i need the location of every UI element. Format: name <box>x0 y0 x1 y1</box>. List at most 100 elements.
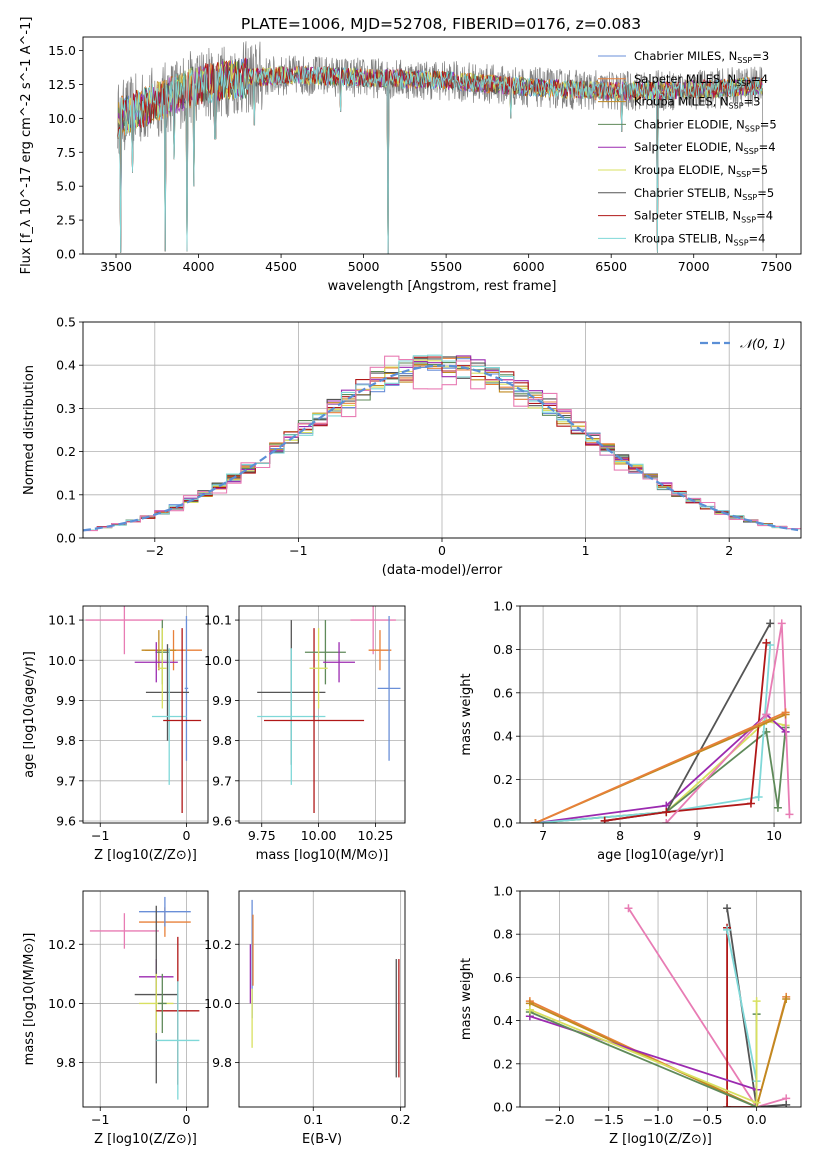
axes-frame <box>519 890 802 1108</box>
y-tick-label: 0.0 <box>493 1100 513 1115</box>
y-tick-label: 9.7 <box>212 773 232 788</box>
x-tick-label: −2 <box>146 543 164 558</box>
residual-histogram <box>83 356 801 531</box>
plot-area <box>531 619 794 823</box>
panel-weight_vs_Z: −2.0 −1.5 −1.0 −0.5 0.0 0.0 0.2 0.4 0.6 0.8 1.0 Z [… <box>459 884 802 1147</box>
x-tick-label: 7000 <box>678 259 710 274</box>
y-tick-label: 10.2 <box>48 937 76 952</box>
plot-area <box>249 899 400 1078</box>
x-tick-label: 4500 <box>265 259 297 274</box>
errorbar-point <box>158 973 167 1034</box>
y-tick-label: 0.2 <box>56 444 76 459</box>
weight-series-line <box>529 1011 758 1107</box>
errorbar-point <box>158 628 167 709</box>
legend-label: Salpeter MILES, NSSP=4 <box>634 72 768 88</box>
y-axis-label: mass [log10(M/M⊙)] <box>22 933 37 1066</box>
errorbar-point <box>139 896 191 927</box>
axes-frame <box>238 890 406 1108</box>
model-spectrum-line <box>117 66 763 254</box>
legend-label: Salpeter STELIB, NSSP=4 <box>634 209 773 225</box>
plot-area <box>117 41 764 254</box>
legend-label: 𝒩(0, 1) <box>740 336 786 351</box>
y-tick-label: 9.9 <box>56 693 76 708</box>
weight-marker <box>752 1098 761 1107</box>
y-tick-label: 9.8 <box>212 733 232 748</box>
panel-age_vs_mass: 9.75 10.00 10.25 9.6 9.7 9.8 9.9 10.0 10.1 mass [… <box>204 605 406 863</box>
x-axis-label: mass [log10(M/M⊙)] <box>256 848 389 863</box>
x-tick-label: 4000 <box>183 259 215 274</box>
weight-series-line <box>665 623 791 823</box>
y-tick-label: 10.0 <box>204 653 232 668</box>
legend-label: Chabrier ELODIE, NSSP=5 <box>634 117 777 133</box>
weight-series-line <box>726 927 757 1107</box>
axes-frame <box>82 605 209 824</box>
errorbar-point <box>184 616 189 761</box>
y-axis-label: age [log10(age/yr)] <box>22 651 37 778</box>
weight-marker <box>723 904 732 913</box>
axes-frame <box>82 321 802 539</box>
panel-spectrum: 3500 4000 4500 5000 5500 6000 6500 7000 7500 0.0 2… <box>19 17 802 294</box>
y-tick-label: 0.6 <box>493 685 513 700</box>
x-tick-label: −1 <box>289 543 307 558</box>
y-tick-label: 0.8 <box>493 642 513 657</box>
x-axis-label: Z [log10(Z/Z⊙)] <box>609 1132 712 1147</box>
y-tick-label: 15.0 <box>48 43 76 58</box>
errorbar-point <box>368 630 392 671</box>
errorbar-point <box>134 642 178 683</box>
x-tick-label: 0 <box>438 543 446 558</box>
y-tick-label: 1.0 <box>493 884 513 899</box>
axes-frame <box>82 890 209 1108</box>
y-tick-label: 12.5 <box>48 77 76 92</box>
x-tick-label: 7500 <box>760 259 792 274</box>
weight-marker <box>762 710 771 719</box>
y-axis-label: mass weight <box>459 958 474 1040</box>
x-tick-label: 0.1 <box>303 1112 323 1127</box>
y-tick-label: 0.0 <box>56 531 76 546</box>
x-tick-label: −1 <box>91 828 109 843</box>
weight-marker <box>746 799 755 808</box>
panel-weight_vs_age: 7 8 9 10 0.0 0.2 0.4 0.6 0.8 1.0 age [log10(age/yr… <box>459 599 802 863</box>
y-tick-label: 0.2 <box>493 772 513 787</box>
x-tick-label: 7 <box>539 828 547 843</box>
figure-title: PLATE=1006, MJD=52708, FIBERID=0176, z=0… <box>241 15 641 33</box>
y-tick-label: 0.2 <box>493 1056 513 1071</box>
weight-marker <box>531 819 540 823</box>
legend-label: Chabrier MILES, NSSP=3 <box>634 49 769 65</box>
weight-marker <box>662 808 671 817</box>
y-tick-label: 9.8 <box>56 1055 76 1070</box>
x-tick-label: 10.25 <box>358 828 394 843</box>
y-tick-label: 9.6 <box>212 813 232 828</box>
panel-mass_vs_Z: −1 0 9.8 10.0 10.2 Z [log10(Z/Z⊙)] mass [log10… <box>22 890 209 1147</box>
x-tick-label: 10.00 <box>301 828 337 843</box>
x-tick-label: 5500 <box>430 259 462 274</box>
plot-area <box>85 606 202 813</box>
y-tick-label: 0.0 <box>56 247 76 262</box>
y-tick-label: 9.8 <box>212 1055 232 1070</box>
x-tick-label: 6000 <box>513 259 545 274</box>
errorbar-point <box>156 981 200 1100</box>
errorbar-point <box>151 648 187 785</box>
y-tick-label: 0.6 <box>493 970 513 985</box>
y-tick-label: 10.0 <box>204 996 232 1011</box>
y-tick-label: 0.1 <box>56 487 76 502</box>
y-tick-label: 0.5 <box>56 315 76 330</box>
errorbar-point <box>141 630 177 671</box>
weight-marker <box>624 904 633 913</box>
spectrum-legend: Chabrier MILES, NSSP=3 Salpeter MILES, NS… <box>598 49 777 247</box>
weight-marker <box>662 819 671 823</box>
y-tick-label: 5.0 <box>56 179 76 194</box>
plot-area <box>83 354 801 532</box>
weight-marker <box>773 803 782 812</box>
y-axis-label: mass weight <box>459 673 474 755</box>
y-axis-label: Normed distribution <box>22 365 37 495</box>
y-tick-label: 0.4 <box>56 358 76 373</box>
y-tick-label: 10.0 <box>48 996 76 1011</box>
y-tick-label: 0.8 <box>493 927 513 942</box>
x-tick-label: −1 <box>91 1112 109 1127</box>
y-tick-label: 9.7 <box>56 773 76 788</box>
errorbar-point <box>89 913 159 949</box>
weight-marker <box>777 619 786 628</box>
x-axis-label: (data-model)/error <box>382 563 503 578</box>
legend-label: Salpeter ELODIE, NSSP=4 <box>634 140 776 156</box>
errorbar-point <box>264 628 365 813</box>
